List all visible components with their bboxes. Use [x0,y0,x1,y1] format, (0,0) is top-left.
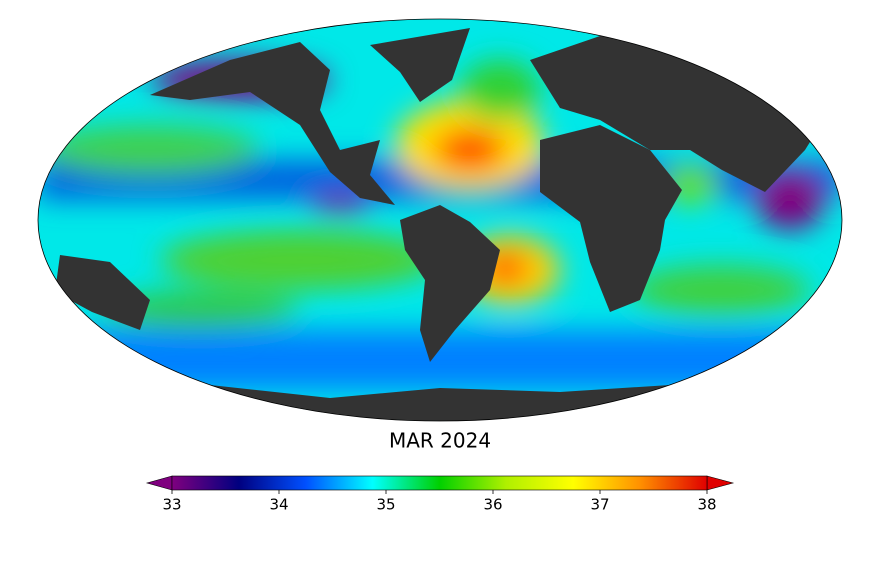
salinity-field [38,60,842,390]
colorbar-tick-label: 35 [376,496,395,514]
colorbar-tick-label: 38 [697,496,716,514]
colorbar: 33 34 35 36 37 38 [145,475,735,514]
colorbar-extend-low [145,475,173,491]
australia [55,255,150,330]
greenland [370,28,470,102]
north-america [150,42,395,205]
south-america [400,205,500,362]
colorbar-tick-label: 34 [269,496,288,514]
colorbar-gradient [171,475,708,491]
map-title: MAR 2024 [389,429,491,453]
colorbar-tick-label: 36 [483,496,502,514]
map-outline [37,18,843,422]
africa [540,125,682,312]
antarctica [38,385,842,421]
colorbar-tick-label: 33 [162,496,181,514]
colorbar-extend-high [706,475,735,491]
map [38,19,842,421]
colorbar-tick-label: 37 [590,496,609,514]
